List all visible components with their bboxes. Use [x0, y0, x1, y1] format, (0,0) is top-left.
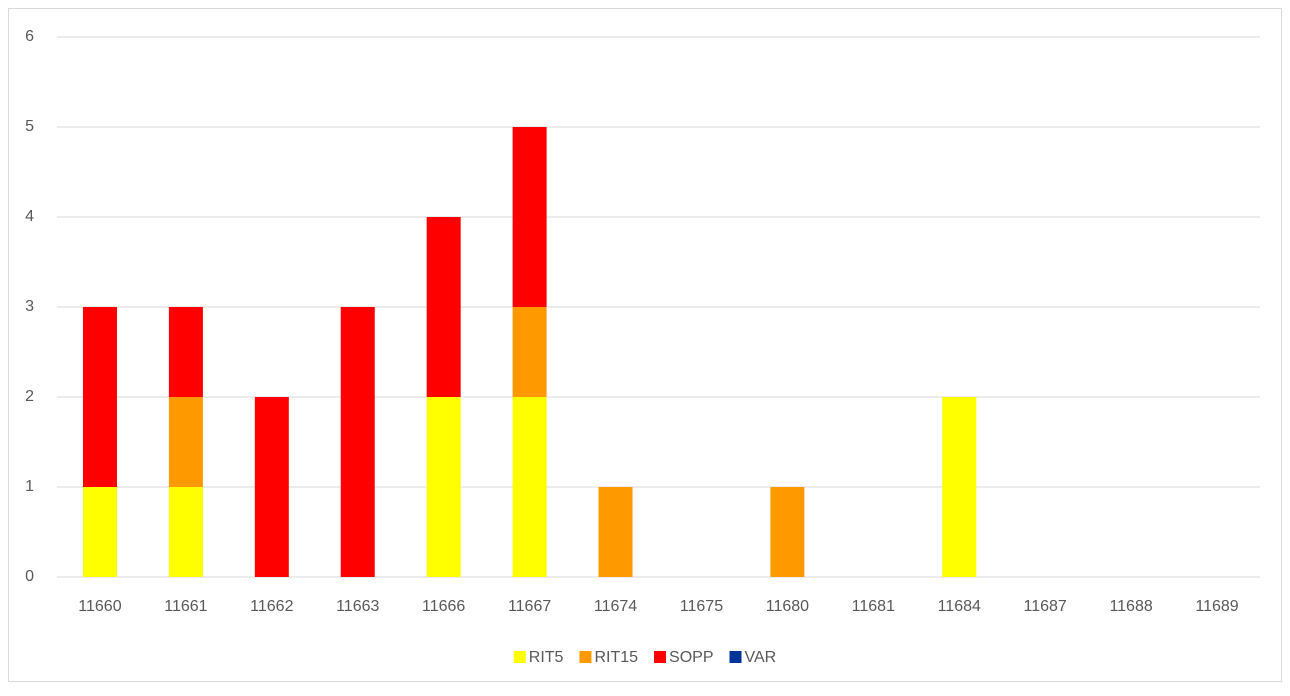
y-tick-label: 6 — [25, 28, 34, 45]
y-tick-label: 0 — [25, 568, 34, 585]
x-tick-label: 11660 — [78, 598, 121, 615]
bar-segment — [82, 307, 117, 487]
bar-segment — [254, 397, 289, 577]
bar-segment — [512, 127, 547, 307]
y-tick-label: 5 — [25, 118, 34, 135]
bar-segment — [168, 307, 203, 397]
x-tick-label: 11663 — [336, 598, 379, 615]
y-tick-label: 4 — [25, 208, 34, 225]
legend-label: SOPP — [669, 649, 713, 666]
bar-segment — [426, 217, 461, 397]
legend-swatch — [513, 651, 526, 663]
x-tick-label: 11666 — [422, 598, 465, 615]
bar-segment — [426, 397, 461, 577]
y-tick-label: 2 — [25, 388, 34, 405]
legend-label: RIT15 — [594, 649, 638, 666]
bar-segment — [770, 487, 805, 577]
legend-label: RIT5 — [529, 649, 564, 666]
x-tick-label: 11675 — [680, 598, 723, 615]
bar-segment — [598, 487, 633, 577]
x-tick-label: 11681 — [852, 598, 895, 615]
x-tick-label: 11667 — [508, 598, 551, 615]
x-tick-label: 11662 — [250, 598, 293, 615]
legend-swatch — [654, 651, 667, 663]
legend-swatch — [579, 651, 592, 663]
x-tick-label: 11689 — [1195, 598, 1238, 615]
bar-segment — [512, 307, 547, 397]
x-tick-label: 11687 — [1024, 598, 1067, 615]
y-tick-label: 3 — [25, 298, 34, 315]
x-tick-label: 11684 — [938, 598, 981, 615]
bar-segment — [340, 307, 375, 577]
bar-segment — [168, 487, 203, 577]
legend-swatch — [729, 651, 742, 663]
bar-segment — [82, 487, 117, 577]
bar-segment — [168, 397, 203, 487]
x-tick-label: 11680 — [766, 598, 809, 615]
y-tick-label: 1 — [25, 478, 34, 495]
bar-segment — [942, 397, 977, 577]
x-tick-label: 11674 — [594, 598, 637, 615]
x-tick-label: 11661 — [164, 598, 207, 615]
legend-label: VAR — [745, 649, 777, 666]
x-tick-label: 11688 — [1109, 598, 1152, 615]
bar-segment — [512, 397, 547, 577]
chart-border — [8, 8, 1282, 682]
